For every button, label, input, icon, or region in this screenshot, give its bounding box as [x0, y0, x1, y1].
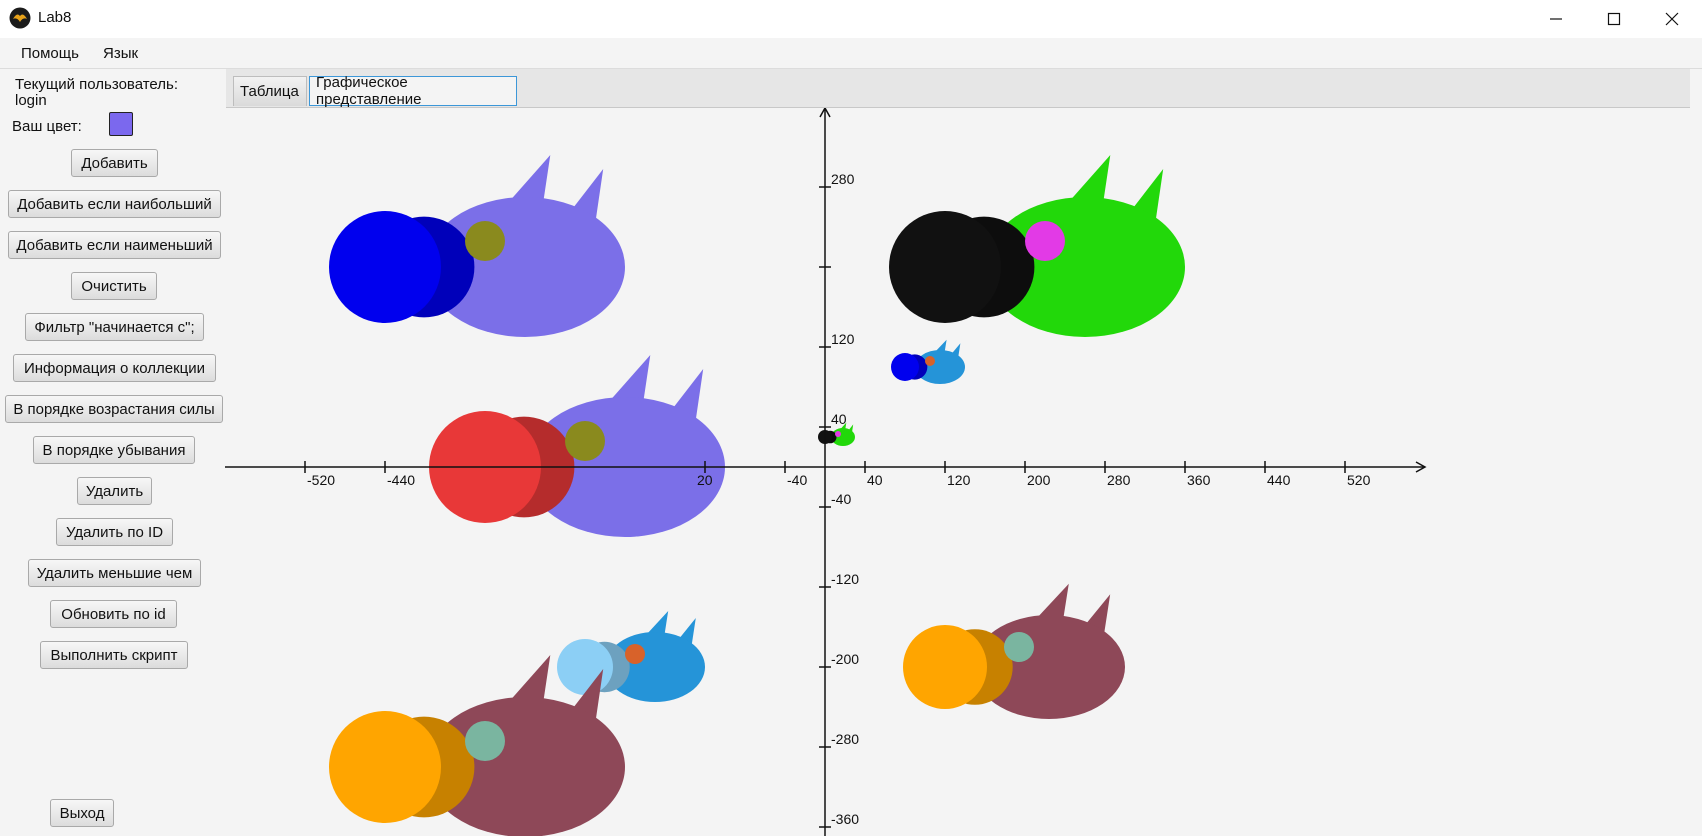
update-by-id-button[interactable]: Обновить по id — [50, 600, 177, 628]
dragon-head — [891, 353, 919, 381]
add-if-max-button[interactable]: Добавить если наибольший — [8, 190, 221, 218]
x-tick-label: -520 — [307, 472, 335, 488]
dragon-eye — [1025, 221, 1065, 261]
close-button[interactable] — [1643, 0, 1701, 38]
x-tick-label: 520 — [1347, 472, 1371, 488]
minimize-button[interactable] — [1527, 0, 1585, 38]
x-tick-label: 360 — [1187, 472, 1211, 488]
dragon-eye — [565, 421, 605, 461]
close-icon — [1665, 12, 1679, 26]
dragon-head — [889, 211, 1001, 323]
y-tick-label: 120 — [831, 331, 855, 347]
x-tick-label: -40 — [787, 472, 807, 488]
tab-graphics[interactable]: Графическое представление — [309, 74, 517, 108]
dragon-eye — [1004, 632, 1034, 662]
x-axis-arrow — [1415, 461, 1427, 473]
dragon-orange-maroon-bottom-left — [329, 655, 625, 836]
clear-button[interactable]: Очистить — [71, 272, 157, 300]
y-axis-arrow — [819, 108, 831, 118]
x-tick-label: -440 — [387, 472, 415, 488]
dragon-eye — [835, 431, 841, 437]
x-tick-label: 280 — [1107, 472, 1131, 488]
y-tick-label: 40 — [831, 411, 847, 427]
y-tick-label: -200 — [831, 651, 859, 667]
dragon-blue-purple-top-left — [329, 155, 625, 337]
menu-help[interactable]: Помощь — [21, 45, 79, 62]
remove-button[interactable]: Удалить — [77, 477, 152, 505]
dragon-head — [557, 639, 613, 695]
dragon-head — [329, 711, 441, 823]
add-button[interactable]: Добавить — [71, 149, 158, 177]
title-bar: Lab8 — [0, 0, 1702, 38]
remove-lower-button[interactable]: Удалить меньшие чем — [28, 559, 201, 587]
x-tick-label: 440 — [1267, 472, 1291, 488]
y-tick-label: 280 — [831, 171, 855, 187]
dragon-black-green-top-right — [889, 155, 1185, 337]
collection-info-button[interactable]: Информация о коллекции — [13, 354, 216, 382]
menu-bar: Помощь Язык — [0, 38, 1702, 69]
dragon-eye — [925, 356, 935, 366]
current-user-label: Текущий пользователь: — [15, 76, 179, 93]
dragon-head — [903, 625, 987, 709]
remove-by-id-button[interactable]: Удалить по ID — [56, 518, 173, 546]
dragon-eye — [465, 721, 505, 761]
x-tick-label: 20 — [697, 472, 713, 488]
objects-layer — [329, 155, 1185, 836]
y-tick-label: -120 — [831, 571, 859, 587]
add-if-min-button[interactable]: Добавить если наименьший — [8, 231, 221, 259]
tab-bar: Таблица Графическое представление — [226, 69, 1690, 108]
tab-table[interactable]: Таблица — [233, 76, 307, 106]
dragon-head — [329, 211, 441, 323]
sidebar: Текущий пользователь: login Ваш цвет: До… — [0, 69, 226, 836]
dragon-lightblue-cyan-bottom-left — [557, 611, 705, 702]
graphics-canvas: -520 -440 20 -40 40 120 200 280 360 440 520 280 120 4… — [225, 108, 1427, 836]
app-logo-icon — [9, 7, 31, 29]
y-tick-label: -40 — [831, 491, 851, 507]
x-tick-label: 120 — [947, 472, 971, 488]
filter-starts-with-button[interactable]: Фильтр "начинается с"; — [25, 313, 204, 341]
user-color-label: Ваш цвет: — [12, 118, 82, 135]
y-tick-label: -280 — [831, 731, 859, 747]
sort-descending-button[interactable]: В порядке убывания — [33, 436, 195, 464]
dragon-small-blue-cyan — [891, 339, 965, 384]
execute-script-button[interactable]: Выполнить скрипт — [40, 641, 188, 669]
axes-layer: -520 -440 20 -40 40 120 200 280 360 440 520 280 120 4… — [225, 108, 1427, 836]
menu-language[interactable]: Язык — [103, 45, 139, 62]
dragon-eye — [465, 221, 505, 261]
x-tick-label: 40 — [867, 472, 883, 488]
maximize-icon — [1607, 12, 1621, 26]
dragon-tiny-black-green — [818, 422, 855, 446]
sort-by-power-button[interactable]: В порядке возрастания силы — [5, 395, 223, 423]
exit-button[interactable]: Выход — [50, 799, 114, 827]
user-color-swatch — [109, 112, 133, 136]
current-user-name: login — [15, 92, 47, 109]
dragon-orange-maroon-bottom-right — [903, 583, 1125, 719]
window-title: Lab8 — [38, 9, 72, 26]
dragon-eye — [625, 644, 645, 664]
minimize-icon — [1550, 18, 1562, 20]
maximize-button[interactable] — [1585, 0, 1643, 38]
dragon-red-purple-middle-left — [429, 355, 725, 537]
x-tick-label: 200 — [1027, 472, 1051, 488]
y-tick-label: -360 — [831, 811, 859, 827]
